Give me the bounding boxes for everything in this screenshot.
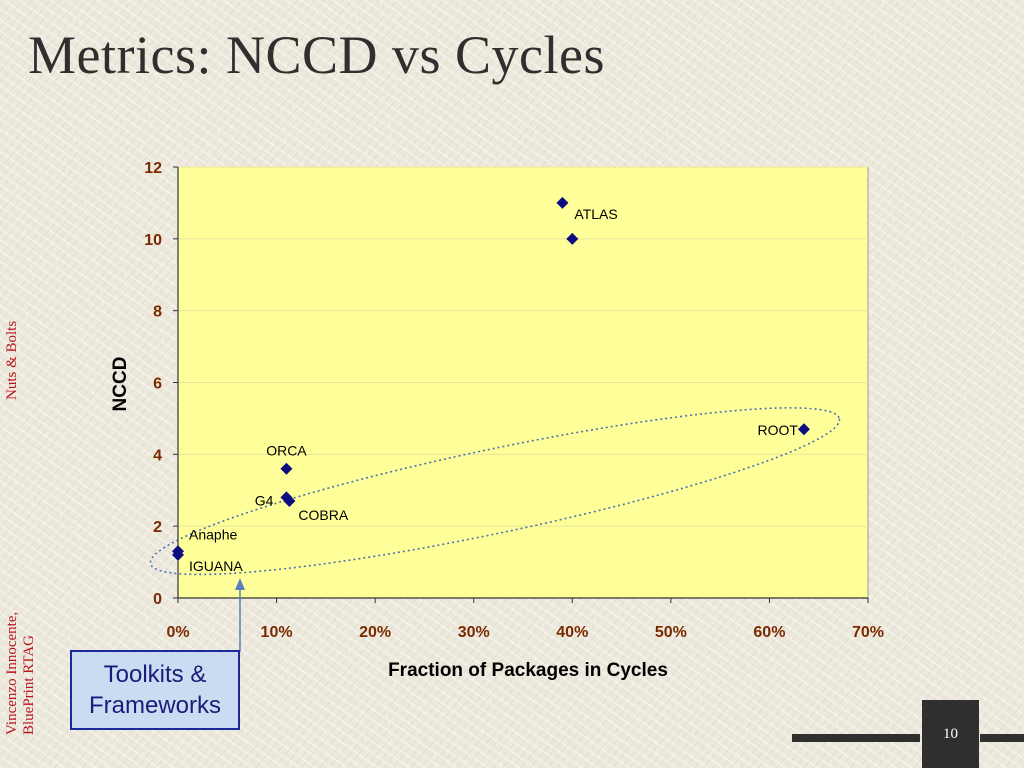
data-point-marker	[797, 423, 810, 436]
slide-title: Metrics: NCCD vs Cycles	[28, 25, 605, 85]
data-point-label: IGUANA	[189, 558, 243, 574]
data-points	[172, 196, 810, 561]
x-tick-label: 0%	[166, 624, 189, 641]
data-point-marker	[280, 462, 293, 475]
y-tick-label: 0	[153, 591, 162, 608]
y-tick-label: 8	[153, 304, 162, 321]
data-point-label: ORCA	[266, 443, 307, 459]
x-tick-label: 60%	[753, 624, 785, 641]
callout-arrowhead-icon	[235, 578, 245, 590]
x-axis-title: Fraction of Packages in Cycles	[388, 660, 668, 681]
x-tick-label: 50%	[655, 624, 687, 641]
data-point-marker	[283, 495, 296, 508]
y-tick-label: 4	[153, 447, 162, 464]
data-point-label: ATLAS	[574, 206, 617, 222]
y-tick-label: 10	[144, 232, 162, 249]
data-point-label: COBRA	[298, 507, 348, 523]
data-point-label: Anaphe	[189, 526, 237, 542]
x-tick-label: 70%	[852, 624, 884, 641]
gridlines	[178, 166, 868, 527]
callout-line2: Frameworks	[88, 692, 221, 719]
x-tick-label: 30%	[458, 624, 490, 641]
y-tick-label: 12	[144, 160, 162, 177]
y-tick-label: 6	[153, 376, 162, 393]
y-tick-label: 2	[153, 519, 162, 536]
footer-bar-right	[980, 734, 1024, 742]
callout-line1: Toolkits &	[103, 661, 207, 688]
data-point-marker	[556, 196, 569, 209]
point-labels: ATLAS ROOT ORCA G4 COBRA Anaphe IGUANA	[189, 206, 798, 574]
footer-bar-left	[792, 734, 920, 742]
axis-ticks: 0 2 4 6 8 10 12 0% 10% 20% 30% 40% 50% 60% 70%	[144, 160, 884, 641]
x-tick-label: 10%	[261, 624, 293, 641]
x-tick-label: 40%	[556, 624, 588, 641]
data-point-label: G4	[255, 492, 274, 508]
toolkits-frameworks-callout: Toolkits & Frameworks	[70, 650, 240, 730]
y-axis-title: NCCD	[110, 357, 131, 412]
data-point-marker	[172, 548, 184, 561]
page-number: 10	[922, 700, 979, 768]
data-point-marker	[566, 232, 579, 245]
x-tick-label: 20%	[359, 624, 391, 641]
data-point-label: ROOT	[757, 422, 798, 438]
